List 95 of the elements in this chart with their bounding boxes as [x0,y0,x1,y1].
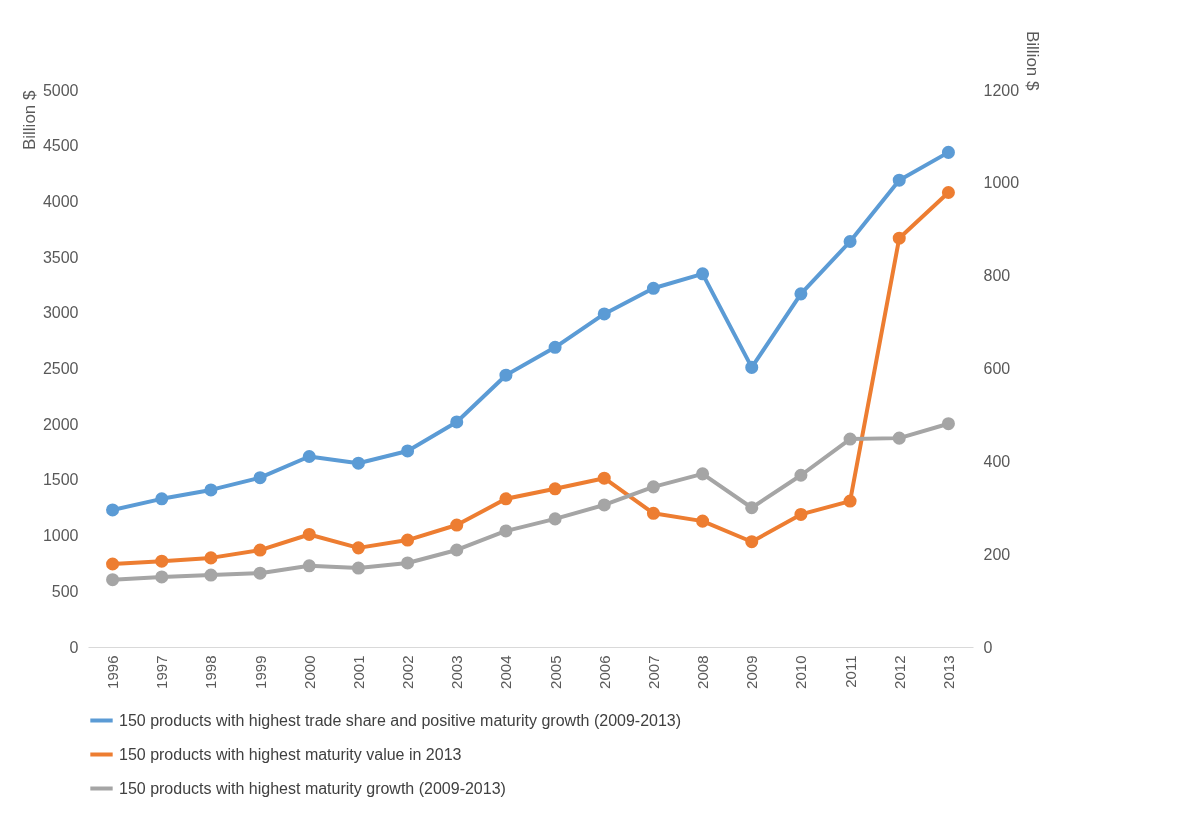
point [401,533,415,547]
y2-tick-label: 600 [983,360,1011,377]
y-tick-label: 2000 [42,415,79,433]
point [696,267,710,281]
point [106,573,120,587]
x-tick-label: 2004 [497,655,515,689]
y-tick-label: 2500 [42,360,79,377]
y2-tick-label: 1000 [983,174,1020,192]
point [794,287,808,301]
point [155,570,169,584]
x-tick-label: 2011 [841,655,859,688]
point [696,514,710,528]
point [450,415,464,429]
point [696,467,710,481]
point [351,541,365,555]
point [745,535,759,549]
point [843,494,857,508]
point [892,173,906,187]
point [401,556,415,570]
x-tick-label: 1999 [251,655,269,689]
y-tick-label: 1500 [42,471,79,489]
point [351,561,365,575]
point [499,492,513,506]
point [843,432,857,446]
point [351,456,365,470]
x-tick-label: 2005 [546,655,564,689]
x-tick-label: 2001 [349,655,367,689]
y2-axis-title: Billion $ [1023,30,1043,92]
y2-tick-label: 0 [983,638,993,656]
point [302,450,316,464]
point [450,543,464,557]
point [892,231,906,245]
point [646,480,660,494]
point [499,524,513,538]
point [253,543,267,557]
legend-label: 150 products with highest trade share and positive maturity growth (2009-2013) [119,711,682,729]
y-tick-label: 4500 [42,137,79,155]
legend-label: 150 products with highest maturity value in 2013 [119,745,462,763]
point [597,307,611,321]
point [302,527,316,541]
point [548,482,562,496]
y-tick-label: 4000 [42,192,79,210]
y-axis-title: Billion $ [19,89,39,151]
x-tick-label: 2006 [595,655,613,689]
point [597,471,611,485]
point [941,145,955,159]
x-tick-label: 2000 [300,655,318,689]
point [302,559,316,573]
point [106,503,120,517]
point [843,235,857,249]
point [548,340,562,354]
y2-tick-label: 800 [983,267,1011,285]
point [204,483,218,497]
point [253,566,267,580]
point [253,471,267,485]
point [941,417,955,431]
y-tick-label: 3500 [42,248,79,266]
point [745,360,759,374]
point [794,507,808,521]
y2-tick-label: 1200 [983,81,1020,99]
x-tick-label: 2010 [792,655,810,689]
point [646,281,660,295]
point [892,431,906,445]
point [745,501,759,515]
point [106,557,120,571]
point [646,506,660,520]
x-tick-label: 1997 [153,655,171,689]
point [597,498,611,512]
point [204,551,218,565]
legend-label: 150 products with highest maturity growth (2009-2013) [119,779,506,797]
point [548,512,562,526]
point [401,444,415,458]
x-tick-label: 2012 [890,655,908,689]
point [450,518,464,532]
point [941,185,955,199]
x-tick-label: 1996 [104,655,122,689]
y2-tick-label: 200 [983,545,1011,563]
point [794,468,808,482]
y2-tick-label: 400 [983,452,1011,470]
x-tick-label: 2007 [644,655,662,689]
point [155,492,169,506]
y-tick-label: 3000 [42,304,79,322]
y-tick-label: 1000 [42,527,79,545]
x-tick-label: 2002 [399,655,417,689]
point [499,368,513,382]
x-tick-label: 2008 [694,655,712,689]
point [155,554,169,568]
x-tick-label: 2009 [743,655,761,689]
point [204,568,218,582]
y-tick-label: 0 [69,638,79,656]
x-tick-label: 2003 [448,655,466,689]
x-tick-label: 2013 [939,655,957,689]
x-tick-label: 1998 [202,655,220,689]
y-tick-label: 500 [51,582,79,600]
y-tick-label: 5000 [42,81,79,99]
